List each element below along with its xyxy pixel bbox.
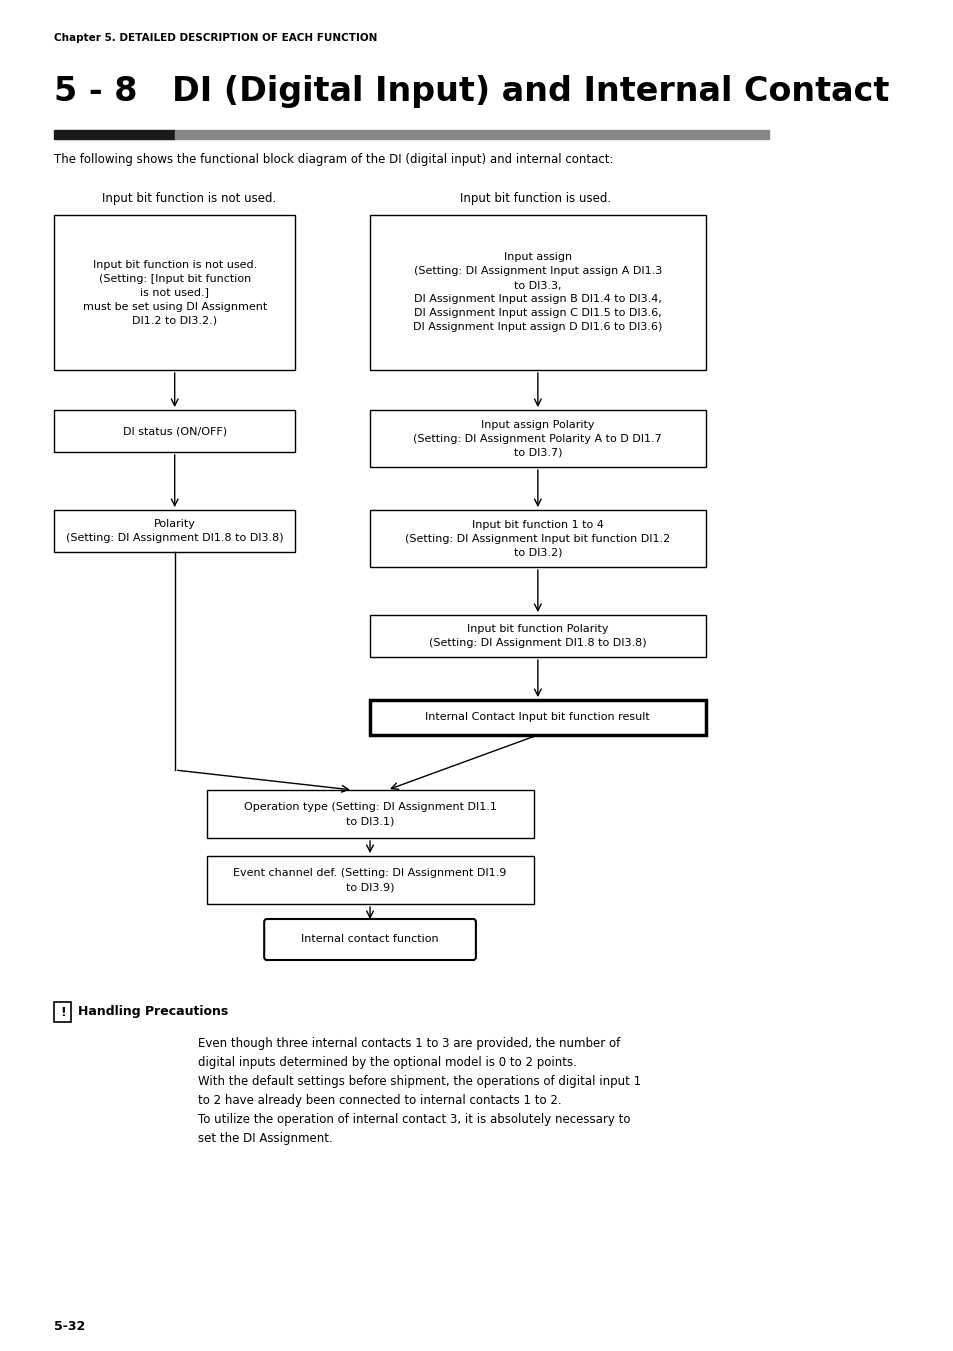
Text: Event channel def. (Setting: DI Assignment DI1.9
to DI3.9): Event channel def. (Setting: DI Assignme…	[233, 867, 506, 892]
Text: Chapter 5. DETAILED DESCRIPTION OF EACH FUNCTION: Chapter 5. DETAILED DESCRIPTION OF EACH …	[54, 32, 377, 43]
FancyBboxPatch shape	[370, 509, 705, 567]
FancyBboxPatch shape	[370, 215, 705, 370]
FancyBboxPatch shape	[370, 409, 705, 467]
Text: Operation type (Setting: DI Assignment DI1.1
to DI3.1): Operation type (Setting: DI Assignment D…	[243, 802, 496, 825]
Text: Input assign Polarity
(Setting: DI Assignment Polarity A to D DI1.7
to DI3.7): Input assign Polarity (Setting: DI Assig…	[413, 420, 661, 458]
Text: Input bit function is not used.: Input bit function is not used.	[102, 192, 276, 205]
FancyBboxPatch shape	[206, 857, 533, 904]
Text: 5 - 8: 5 - 8	[54, 76, 137, 108]
FancyBboxPatch shape	[370, 700, 705, 735]
Text: Input bit function is not used.
(Setting: [Input bit function
is not used.]
must: Input bit function is not used. (Setting…	[83, 259, 267, 326]
FancyBboxPatch shape	[54, 409, 294, 453]
Text: Input assign
(Setting: DI Assignment Input assign A DI1.3
to DI3.3,
DI Assignmen: Input assign (Setting: DI Assignment Inp…	[413, 253, 661, 332]
Text: Internal contact function: Internal contact function	[301, 935, 438, 944]
FancyBboxPatch shape	[54, 215, 294, 370]
Text: To utilize the operation of internal contact 3, it is absolutely necessary to: To utilize the operation of internal con…	[197, 1113, 630, 1125]
Text: DI status (ON/OFF): DI status (ON/OFF)	[123, 426, 227, 436]
Text: Input bit function 1 to 4
(Setting: DI Assignment Input bit function DI1.2
to DI: Input bit function 1 to 4 (Setting: DI A…	[405, 520, 670, 558]
Text: !: !	[60, 1005, 66, 1019]
Text: set the DI Assignment.: set the DI Assignment.	[197, 1132, 333, 1146]
Text: Input bit function is used.: Input bit function is used.	[459, 192, 610, 205]
Text: Polarity
(Setting: DI Assignment DI1.8 to DI3.8): Polarity (Setting: DI Assignment DI1.8 t…	[66, 519, 283, 543]
FancyBboxPatch shape	[206, 790, 533, 838]
FancyBboxPatch shape	[370, 615, 705, 657]
Text: The following shows the functional block diagram of the DI (digital input) and i: The following shows the functional block…	[54, 153, 613, 166]
Bar	[54, 130, 174, 139]
Text: 5-32: 5-32	[54, 1320, 86, 1333]
FancyBboxPatch shape	[54, 1002, 71, 1021]
Text: Handling Precautions: Handling Precautions	[78, 1005, 229, 1019]
Text: With the default settings before shipment, the operations of digital input 1: With the default settings before shipmen…	[197, 1075, 640, 1088]
Text: to 2 have already been connected to internal contacts 1 to 2.: to 2 have already been connected to inte…	[197, 1094, 561, 1106]
Text: Even though three internal contacts 1 to 3 are provided, the number of: Even though three internal contacts 1 to…	[197, 1038, 619, 1050]
Text: digital inputs determined by the optional model is 0 to 2 points.: digital inputs determined by the optiona…	[197, 1056, 577, 1069]
Text: Input bit function Polarity
(Setting: DI Assignment DI1.8 to DI3.8): Input bit function Polarity (Setting: DI…	[429, 624, 646, 648]
FancyBboxPatch shape	[264, 919, 476, 961]
FancyBboxPatch shape	[54, 509, 294, 553]
Bar	[174, 130, 768, 139]
Text: Internal Contact Input bit function result: Internal Contact Input bit function resu…	[425, 712, 650, 723]
Text: DI (Digital Input) and Internal Contact: DI (Digital Input) and Internal Contact	[172, 76, 888, 108]
